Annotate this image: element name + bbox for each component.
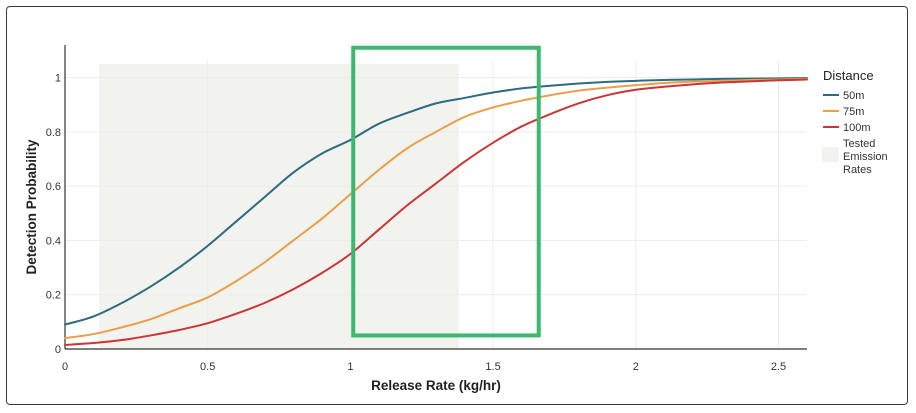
- x-tick-label-5: 2.5: [771, 361, 786, 373]
- legend-swatch-tested-emission-rates: [822, 147, 839, 162]
- x-tick-label-3: 1.5: [485, 361, 500, 373]
- y-tick-label-0: 0: [55, 344, 61, 356]
- y-axis-title: Detection Probability: [24, 139, 39, 275]
- y-tick-label-2: 0.4: [46, 235, 61, 247]
- legend-label-tested-emission-rates-1: Emission: [843, 151, 888, 163]
- series-layer: [64, 77, 808, 346]
- y-tick-label-4: 0.8: [46, 127, 61, 139]
- y-tick-label-3: 0.6: [46, 181, 61, 193]
- grid-layer: [65, 60, 807, 349]
- highlight-layer: [351, 45, 541, 338]
- series-line-100m: [64, 78, 808, 346]
- legend-label-50m: 50m: [843, 90, 864, 102]
- legend-title: Distance: [823, 68, 874, 83]
- x-tick-label-2: 1: [347, 361, 353, 373]
- shaded-region-layer: [99, 64, 459, 349]
- tested-emission-rates-region: [99, 64, 459, 349]
- series-line-50m: [64, 77, 808, 326]
- legend-label-75m: 75m: [843, 106, 864, 118]
- x-tick-label-0: 0: [62, 361, 68, 373]
- y-tick-label-5: 1: [55, 73, 61, 85]
- legend-label-tested-emission-rates-0: Tested: [843, 138, 875, 150]
- legend-label-tested-emission-rates-2: Rates: [843, 164, 872, 176]
- x-tick-label-4: 2: [633, 361, 639, 373]
- series-line-75m: [64, 77, 808, 340]
- axis-layer: 0 0.5 1 1.5 2 2.5 0 0.2 0.4 0.6 0.8 1: [46, 45, 807, 373]
- highlight-box: [351, 45, 541, 338]
- y-tick-label-1: 0.2: [46, 290, 61, 302]
- x-axis-title: Release Rate (kg/hr): [371, 378, 501, 393]
- legend-label-100m: 100m: [843, 122, 871, 134]
- x-tick-label-1: 0.5: [200, 361, 215, 373]
